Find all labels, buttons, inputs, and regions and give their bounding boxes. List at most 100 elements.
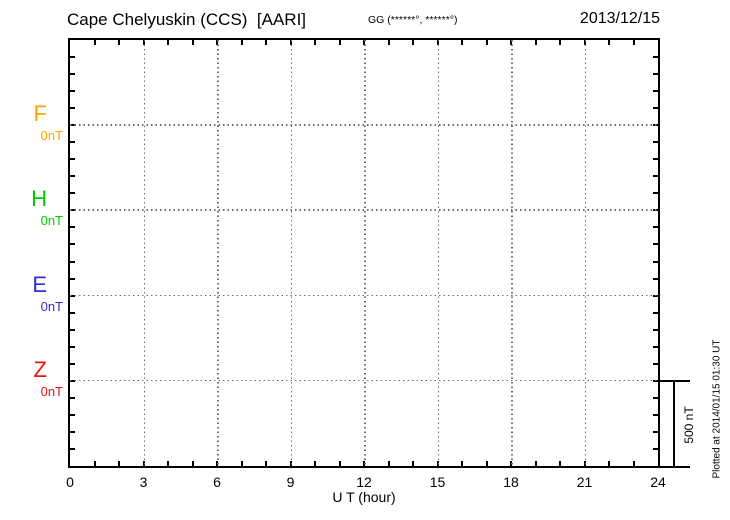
nt-tick-left bbox=[70, 413, 75, 416]
hour-tick-bottom bbox=[632, 461, 635, 466]
nt-tick-left bbox=[70, 158, 75, 161]
hour-tick-bottom bbox=[608, 461, 610, 466]
x-axis-title: U T (hour) bbox=[332, 489, 396, 505]
hour-tick-bottom bbox=[265, 461, 267, 466]
nt-tick-left bbox=[70, 141, 75, 144]
nt-tick-left bbox=[70, 56, 75, 59]
nt-tick-left bbox=[70, 328, 75, 331]
baseline-Z bbox=[70, 379, 658, 382]
hour-tick-top bbox=[191, 40, 194, 45]
component-label-Z: Z bbox=[33, 356, 47, 382]
nt-tick-right bbox=[653, 243, 658, 246]
gridline-hour-6 bbox=[217, 40, 219, 466]
hour-tick-bottom bbox=[534, 461, 537, 466]
scale-bar-vertical-line bbox=[673, 380, 675, 468]
hour-tick-top bbox=[387, 40, 390, 45]
nt-tick-left bbox=[70, 345, 75, 348]
hour-tick-top bbox=[412, 40, 414, 45]
scale-bar-label: 500 nT bbox=[682, 406, 696, 444]
nt-tick-right bbox=[653, 447, 658, 450]
hour-tick-top bbox=[461, 40, 463, 45]
x-tick-label-12: 12 bbox=[356, 474, 372, 490]
nt-tick-right bbox=[653, 141, 658, 144]
nt-tick-right bbox=[653, 311, 658, 314]
gridline-hour-21 bbox=[584, 40, 586, 466]
hour-tick-bottom bbox=[191, 461, 194, 466]
component-label-F: F bbox=[33, 101, 47, 127]
hour-tick-bottom bbox=[240, 461, 243, 466]
x-tick-label-24: 24 bbox=[650, 474, 666, 490]
component-label-E: E bbox=[32, 271, 47, 297]
hour-tick-bottom bbox=[338, 461, 341, 466]
x-tick-label-18: 18 bbox=[503, 474, 519, 490]
nt-tick-left bbox=[70, 243, 75, 246]
baseline-H bbox=[70, 209, 658, 211]
nt-tick-left bbox=[70, 226, 75, 229]
nt-tick-right bbox=[653, 73, 658, 76]
nt-tick-right bbox=[653, 90, 658, 93]
hour-tick-top bbox=[338, 40, 341, 45]
hour-tick-top bbox=[485, 40, 488, 45]
baseline-E bbox=[70, 294, 658, 297]
plot-date: 2013/12/15 bbox=[579, 10, 660, 27]
component-label-H: H bbox=[31, 186, 47, 212]
hour-tick-top bbox=[167, 40, 169, 45]
hour-tick-top bbox=[240, 40, 243, 45]
nt-tick-right bbox=[653, 175, 658, 178]
nt-tick-left bbox=[70, 430, 75, 433]
x-tick-label-15: 15 bbox=[429, 474, 446, 490]
nt-tick-left bbox=[70, 447, 75, 450]
hour-tick-top bbox=[265, 40, 267, 45]
gridline-hour-12 bbox=[364, 40, 366, 466]
x-tick-label-3: 3 bbox=[139, 474, 148, 490]
hour-tick-top bbox=[118, 40, 120, 45]
nt-tick-left bbox=[70, 90, 75, 93]
nt-tick-right bbox=[653, 260, 658, 263]
hour-tick-bottom bbox=[314, 461, 316, 466]
nt-tick-right bbox=[653, 396, 658, 399]
nt-tick-left bbox=[70, 396, 75, 399]
nt-tick-right bbox=[653, 192, 658, 195]
gridline-hour-3 bbox=[143, 40, 145, 466]
hour-tick-bottom bbox=[387, 461, 390, 466]
nt-tick-right bbox=[653, 328, 658, 331]
nt-tick-right bbox=[653, 362, 658, 365]
baseline-F bbox=[70, 124, 658, 126]
station-title: Cape Chelyuskin (CCS) [AARI] bbox=[67, 10, 307, 29]
hour-tick-bottom bbox=[485, 461, 488, 466]
gridline-hour-18 bbox=[511, 40, 513, 466]
nt-tick-right bbox=[653, 158, 658, 161]
hour-tick-top bbox=[608, 40, 610, 45]
hour-tick-top bbox=[559, 40, 561, 45]
nt-tick-left bbox=[70, 277, 75, 280]
component-value-H: 0nT bbox=[40, 213, 63, 229]
nt-tick-right bbox=[653, 345, 658, 348]
hour-tick-top bbox=[93, 40, 96, 45]
hour-tick-bottom bbox=[93, 461, 96, 466]
nt-tick-left bbox=[70, 362, 75, 365]
hour-tick-top bbox=[314, 40, 316, 45]
nt-tick-left bbox=[70, 175, 75, 178]
component-value-Z: 0nT bbox=[40, 383, 63, 399]
hour-tick-top bbox=[632, 40, 635, 45]
scale-bar-top-line bbox=[660, 380, 690, 382]
x-tick-label-21: 21 bbox=[576, 474, 593, 490]
x-tick-label-0: 0 bbox=[66, 474, 74, 490]
nt-tick-left bbox=[70, 192, 75, 195]
nt-tick-right bbox=[653, 107, 658, 110]
nt-tick-left bbox=[70, 73, 75, 76]
hour-tick-bottom bbox=[559, 461, 561, 466]
component-value-E: 0nT bbox=[40, 298, 63, 314]
hour-tick-bottom bbox=[461, 461, 463, 466]
x-tick-label-9: 9 bbox=[286, 474, 295, 490]
hour-tick-bottom bbox=[167, 461, 169, 466]
hour-tick-bottom bbox=[118, 461, 120, 466]
hour-tick-top bbox=[534, 40, 537, 45]
nt-tick-right bbox=[653, 56, 658, 59]
gridline-hour-15 bbox=[437, 40, 439, 466]
nt-tick-left bbox=[70, 260, 75, 263]
plot-timestamp-note: Plotted at 2014/01/15 01:30 UT bbox=[711, 339, 723, 479]
nt-tick-left bbox=[70, 107, 75, 110]
nt-tick-right bbox=[653, 430, 658, 433]
